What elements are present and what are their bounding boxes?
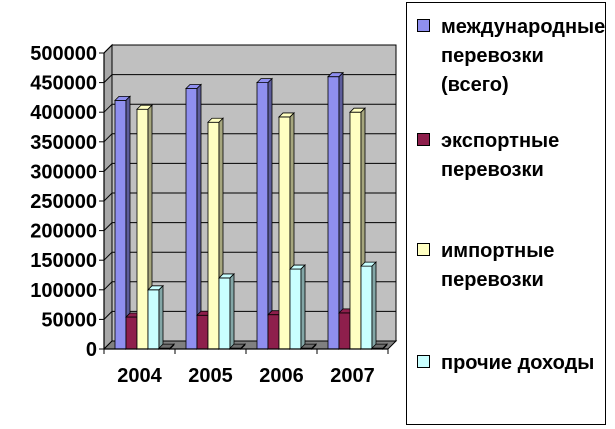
x-tick-label: 2004 [117,365,162,387]
bar-side [300,264,306,350]
gridline [103,103,396,113]
gridline [103,251,396,261]
bar-other-2006 [289,264,306,350]
gridline [103,44,396,54]
gridline [103,222,396,231]
bar-international-2006 [256,77,273,350]
axes [99,52,389,354]
bar-front [360,265,373,350]
bar-side [371,261,377,350]
bar-international-2005 [185,83,202,350]
legend-swatch-other [417,355,430,368]
y-tick-label: 450000 [30,73,97,95]
y-tick-label: 100000 [30,280,97,302]
legend-swatch-export [417,133,430,146]
legend: международные перевозки (всего) экспортн… [406,2,606,425]
legend-label-other: прочие доходы [441,352,595,374]
y-tick-labels: 0 50000 100000 150000 200000 250000 300000 3500… [30,43,97,361]
bars [114,71,388,350]
bar-front [289,268,302,350]
bar-international-2007 [327,71,344,350]
bar-front [125,316,138,350]
y-tick-label: 500000 [30,43,97,65]
x-tick-label: 2007 [330,365,375,387]
bar-front [256,82,269,350]
bar-side [267,77,273,350]
legend-label-import: импортные перевозки [441,240,555,291]
legend-swatch-import [417,243,430,256]
bar-front [349,111,362,350]
y-tick-label: 250000 [30,191,97,213]
x-tick-label: 2005 [188,365,233,387]
legend-label-export: экспортные перевозки [441,130,560,181]
bar-international-2004 [114,95,131,350]
bar-front [278,116,291,350]
legend-swatch-international [417,19,430,32]
bar-side [158,284,164,350]
bar-front [218,277,231,350]
legend-label-international: международные перевозки (всего) [441,16,606,96]
bar-front [267,314,280,350]
y-tick-label: 50000 [41,309,97,331]
bar-side [338,71,344,350]
bar-front [114,99,127,350]
gridline [103,162,396,172]
bar-front [136,108,149,350]
bar-front [147,289,160,350]
gridline [103,192,396,202]
y-tick-label: 0 [86,339,97,361]
bar-side [229,272,235,350]
bar-front [207,121,220,350]
bar-side [125,95,131,350]
y-tick-label: 150000 [30,250,97,272]
y-tick-label: 200000 [30,221,97,243]
y-tick-label: 300000 [30,161,97,183]
bar-side [196,83,202,350]
gridline [103,133,396,143]
gridlines [103,44,396,320]
bar-front [185,88,198,350]
bar-front [196,314,209,350]
y-tick-label: 400000 [30,102,97,124]
bar-front [327,76,340,350]
bar-other-2004 [147,284,164,350]
x-tick-label: 2006 [259,365,304,387]
y-tick-label: 350000 [30,132,97,154]
x-tick-labels: 2004 2005 2006 2007 [117,365,375,387]
bar-other-2005 [218,272,235,350]
gridline [103,74,396,83]
bar-front [338,312,351,350]
bar-other-2007 [360,261,377,350]
